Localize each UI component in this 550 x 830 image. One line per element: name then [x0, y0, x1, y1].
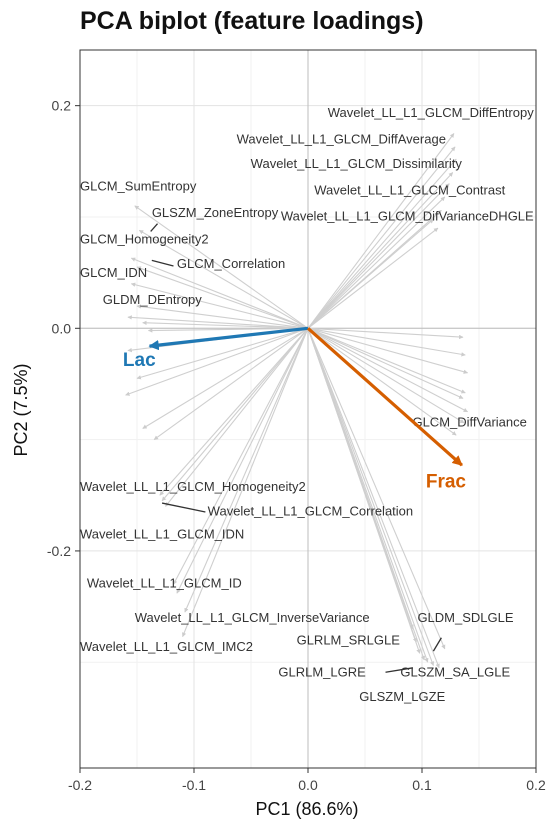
loading-arrow	[307, 196, 446, 329]
loading-arrow	[307, 327, 468, 413]
feature-label: Wavelet_LL_L1_GLCM_DifVarianceDHGLE	[281, 208, 534, 223]
loading-arrow	[307, 327, 466, 394]
feature-label: Wavelet_LL_L1_GLCM_Contrast	[314, 183, 505, 198]
feature-label: GLCM_Correlation	[177, 256, 285, 271]
feature-label: GLSZM_SA_LGLE	[400, 665, 510, 680]
loading-arrow	[307, 158, 457, 329]
feature-label: Wavelet_LL_L1_GLCM_Homogeneity2	[80, 479, 306, 494]
loading-arrow	[136, 266, 309, 329]
loading-arrow	[307, 327, 465, 424]
label-leader-line	[151, 259, 174, 267]
loading-arrow	[307, 183, 450, 329]
feature-label: GLCM_IDN	[80, 265, 147, 280]
feature-label: GLSZM_ZoneEntropy	[152, 205, 279, 220]
y-tick-label: 0.0	[52, 320, 72, 336]
loading-arrow	[307, 328, 440, 669]
y-tick-label: 0.2	[52, 98, 72, 114]
feature-label: Wavelet_LL_L1_GLCM_IDN	[80, 527, 244, 542]
label-leader-line	[161, 502, 206, 513]
feature-label: GLSZM_LGZE	[359, 689, 445, 704]
feature-label: GLCM_SumEntropy	[80, 178, 197, 193]
loading-arrow	[307, 327, 469, 374]
x-tick-label: 0.2	[526, 777, 546, 793]
plot-area: Wavelet_LL_L1_GLCM_DiffEntropy Wavelet_LL…	[47, 49, 546, 793]
group-label-frac: Frac	[426, 471, 467, 492]
loading-arrow	[182, 328, 309, 638]
loading-arrow	[134, 205, 309, 329]
feature-label: Wavelet_LL_L1_GLCM_InverseVariance	[135, 610, 370, 625]
loading-arrow	[307, 227, 439, 329]
loading-arrow	[307, 327, 457, 436]
loading-arrow	[130, 282, 309, 329]
loading-arrow	[125, 327, 309, 396]
feature-label: GLDM_DEntropy	[103, 292, 202, 307]
label-leader-line	[385, 667, 413, 673]
feature-label: Wavelet_LL_L1_GLCM_Correlation	[208, 503, 413, 518]
feature-label: Wavelet_LL_L1_GLCM_IMC2	[80, 639, 253, 654]
x-tick-label: 0.1	[412, 777, 432, 793]
loading-arrow	[307, 328, 446, 650]
chart-title: PCA biplot (feature loadings)	[80, 7, 424, 35]
loading-arrow	[307, 172, 454, 329]
loading-arrow	[159, 327, 309, 496]
loading-arrow	[161, 327, 309, 502]
loading-arrow	[127, 315, 309, 329]
loading-arrow	[136, 304, 309, 329]
loading-arrow	[130, 257, 309, 329]
feature-label: Wavelet_LL_L1_GLCM_Dissimilarity	[251, 156, 463, 171]
feature-label: GLRLM_LGRE	[278, 665, 366, 680]
x-tick-label: -0.1	[182, 777, 206, 793]
label-leader-line	[150, 223, 159, 232]
loading-arrow	[184, 328, 309, 613]
loading-arrow	[142, 327, 309, 429]
loading-arrow	[307, 327, 464, 399]
feature-label: Wavelet_LL_L1_GLCM_DiffEntropy	[328, 105, 534, 120]
loading-arrow	[172, 328, 309, 585]
group-arrow-lac	[148, 326, 309, 351]
feature-label: GLCM_Homogeneity2	[80, 232, 209, 247]
loading-arrow	[136, 327, 309, 380]
feature-label: GLCM_DiffVariance	[412, 414, 526, 429]
loading-arrow	[165, 327, 309, 507]
loading-arrow	[147, 327, 309, 333]
group-label-lac: Lac	[123, 350, 156, 371]
feature-label: GLRLM_SRLGLE	[297, 632, 401, 647]
x-axis-label: PC1 (86.6%)	[255, 799, 358, 819]
loading-arrow	[307, 328, 429, 663]
loading-arrow	[142, 320, 309, 329]
feature-label: Wavelet_LL_L1_GLCM_DiffAverage	[237, 132, 446, 147]
loading-arrow	[138, 229, 309, 329]
feature-label: Wavelet_LL_L1_GLCM_ID	[87, 576, 242, 591]
group-arrow-frac	[306, 327, 463, 467]
loading-arrow	[307, 327, 464, 340]
loading-arrow	[307, 133, 455, 329]
x-tick-label: -0.2	[68, 777, 92, 793]
loading-arrow	[307, 218, 434, 329]
y-tick-label: -0.2	[47, 543, 71, 559]
loading-arrow	[176, 328, 309, 594]
loading-arrow	[307, 327, 466, 357]
feature-label: GLDM_SDLGLE	[417, 610, 513, 625]
loading-arrow	[307, 328, 435, 667]
y-axis-label: PC2 (7.5%)	[11, 363, 31, 456]
label-leader-line	[432, 637, 442, 652]
loading-arrow	[307, 146, 456, 329]
loading-arrow	[153, 327, 309, 441]
x-tick-label: 0.0	[298, 777, 318, 793]
